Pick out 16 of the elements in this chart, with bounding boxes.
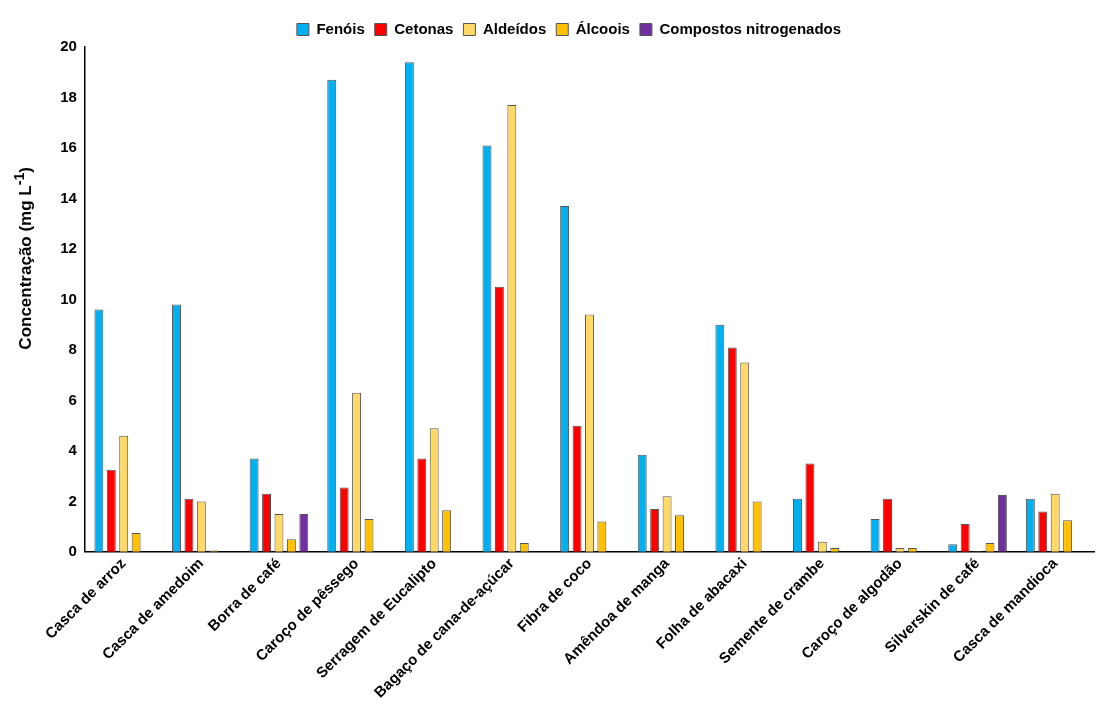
y-tick-label: 0: [68, 542, 77, 560]
legend-label: Fenóis: [316, 19, 365, 37]
y-tick-label: 14: [60, 188, 78, 206]
y-tick-label: 4: [68, 441, 78, 459]
legend-label: Aldeídos: [482, 19, 547, 37]
legend-label: Álcoois: [575, 19, 630, 37]
y-tick-label: 16: [60, 138, 77, 156]
y-tick-label: 8: [68, 340, 77, 358]
y-tick-label: 2: [68, 491, 77, 509]
y-tick-label: 20: [60, 37, 77, 55]
y-tick-label: 10: [60, 289, 77, 307]
y-tick-label: 12: [60, 239, 77, 257]
legend-label: Compostos nitrogenados: [659, 19, 842, 37]
y-tick-label: 18: [60, 87, 77, 105]
y-tick-label: 6: [68, 390, 77, 408]
legend-label: Cetonas: [394, 19, 454, 37]
